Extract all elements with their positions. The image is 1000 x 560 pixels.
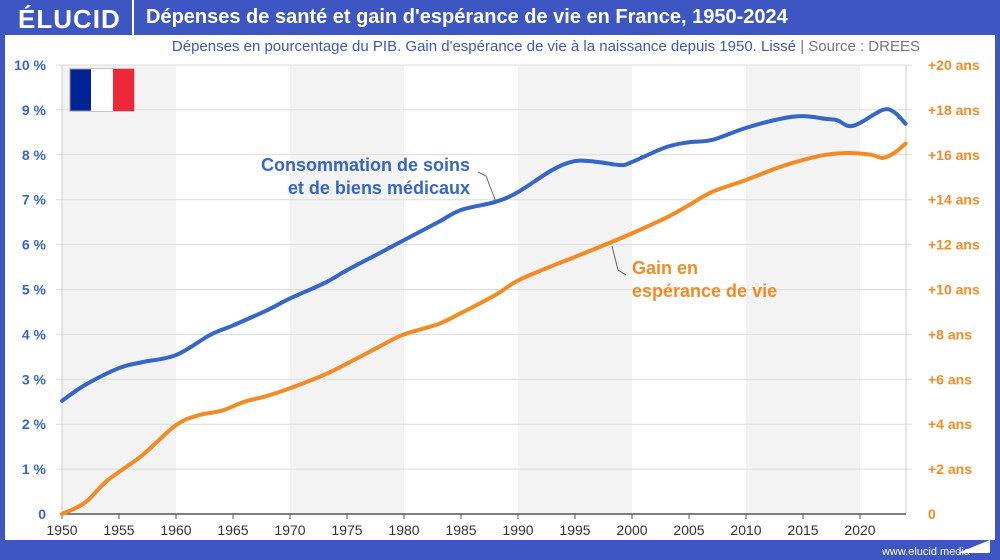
series-label-health-spending: et de biens médicaux: [288, 178, 470, 198]
series-label-life-expectancy: Gain en: [632, 258, 698, 278]
x-tick-label: 2015: [787, 522, 818, 538]
x-tick-label: 1965: [217, 522, 248, 538]
y-left-tick-label: 10 %: [14, 57, 46, 73]
y-right-tick-label: 0: [928, 506, 936, 522]
x-tick-label: 1980: [388, 522, 419, 538]
x-tick-label: 2000: [616, 522, 647, 538]
y-right-tick-label: +4 ans: [928, 416, 972, 432]
x-tick-label: 2005: [673, 522, 704, 538]
y-left-tick-label: 0: [38, 506, 46, 522]
y-left-tick-label: 5 %: [22, 282, 47, 298]
leader-line: [477, 171, 497, 203]
y-right-tick-label: +16 ans: [928, 147, 980, 163]
y-right-tick-label: +10 ans: [928, 282, 980, 298]
y-left-tick-label: 1 %: [22, 461, 47, 477]
series-label-health-spending: Consommation de soins: [261, 155, 470, 175]
chart-subtitle: Dépenses en pourcentage du PIB. Gain d'e…: [172, 38, 920, 55]
header-divider: [132, 0, 134, 35]
x-tick-label: 1970: [274, 522, 305, 538]
y-left-tick-label: 3 %: [22, 371, 47, 387]
france-flag-red: [113, 69, 134, 111]
y-right-tick-label: +12 ans: [928, 237, 980, 253]
footer-url[interactable]: www.elucid.media: [881, 546, 970, 558]
x-tick-label: 1990: [502, 522, 533, 538]
y-left-tick-label: 8 %: [22, 147, 47, 163]
y-left-tick-label: 7 %: [22, 192, 47, 208]
y-right-tick-label: +2 ans: [928, 461, 972, 477]
x-tick-label: 1960: [160, 522, 191, 538]
x-tick-label: 2010: [730, 522, 761, 538]
x-tick-label: 1975: [331, 522, 362, 538]
health-spending-line: [60, 107, 908, 403]
x-tick-label: 2020: [844, 522, 875, 538]
y-right-tick-label: +6 ans: [928, 371, 972, 387]
footer-accent: [958, 540, 990, 553]
leader-line: [611, 245, 627, 276]
y-left-tick-label: 9 %: [22, 102, 47, 118]
y-right-tick-label: +20 ans: [928, 57, 980, 73]
x-tick-label: 1955: [103, 522, 134, 538]
y-right-tick-label: +18 ans: [928, 102, 980, 118]
france-flag-white: [91, 69, 113, 111]
y-left-tick-label: 2 %: [22, 416, 47, 432]
subtitle-separator: |: [800, 38, 805, 55]
elucid-logo: ÉLUCID: [18, 4, 121, 34]
y-left-tick-label: 4 %: [22, 326, 47, 342]
subtitle-text: Dépenses en pourcentage du PIB. Gain d'e…: [171, 38, 797, 55]
series-label-life-expectancy: espérance de vie: [632, 281, 777, 301]
y-right-tick-label: +8 ans: [928, 326, 972, 342]
chart-title: Dépenses de santé et gain d'espérance de…: [146, 6, 788, 28]
y-right-tick-label: +14 ans: [928, 192, 980, 208]
life-expectancy-line: [60, 141, 908, 516]
source-text: Source : DREES: [808, 38, 920, 55]
x-tick-label: 1950: [46, 522, 77, 538]
x-tick-label: 1985: [445, 522, 476, 538]
x-tick-label: 1995: [559, 522, 590, 538]
header: ÉLUCID Dépenses de santé et gain d'espér…: [0, 0, 1000, 35]
y-left-tick-label: 6 %: [22, 237, 47, 253]
